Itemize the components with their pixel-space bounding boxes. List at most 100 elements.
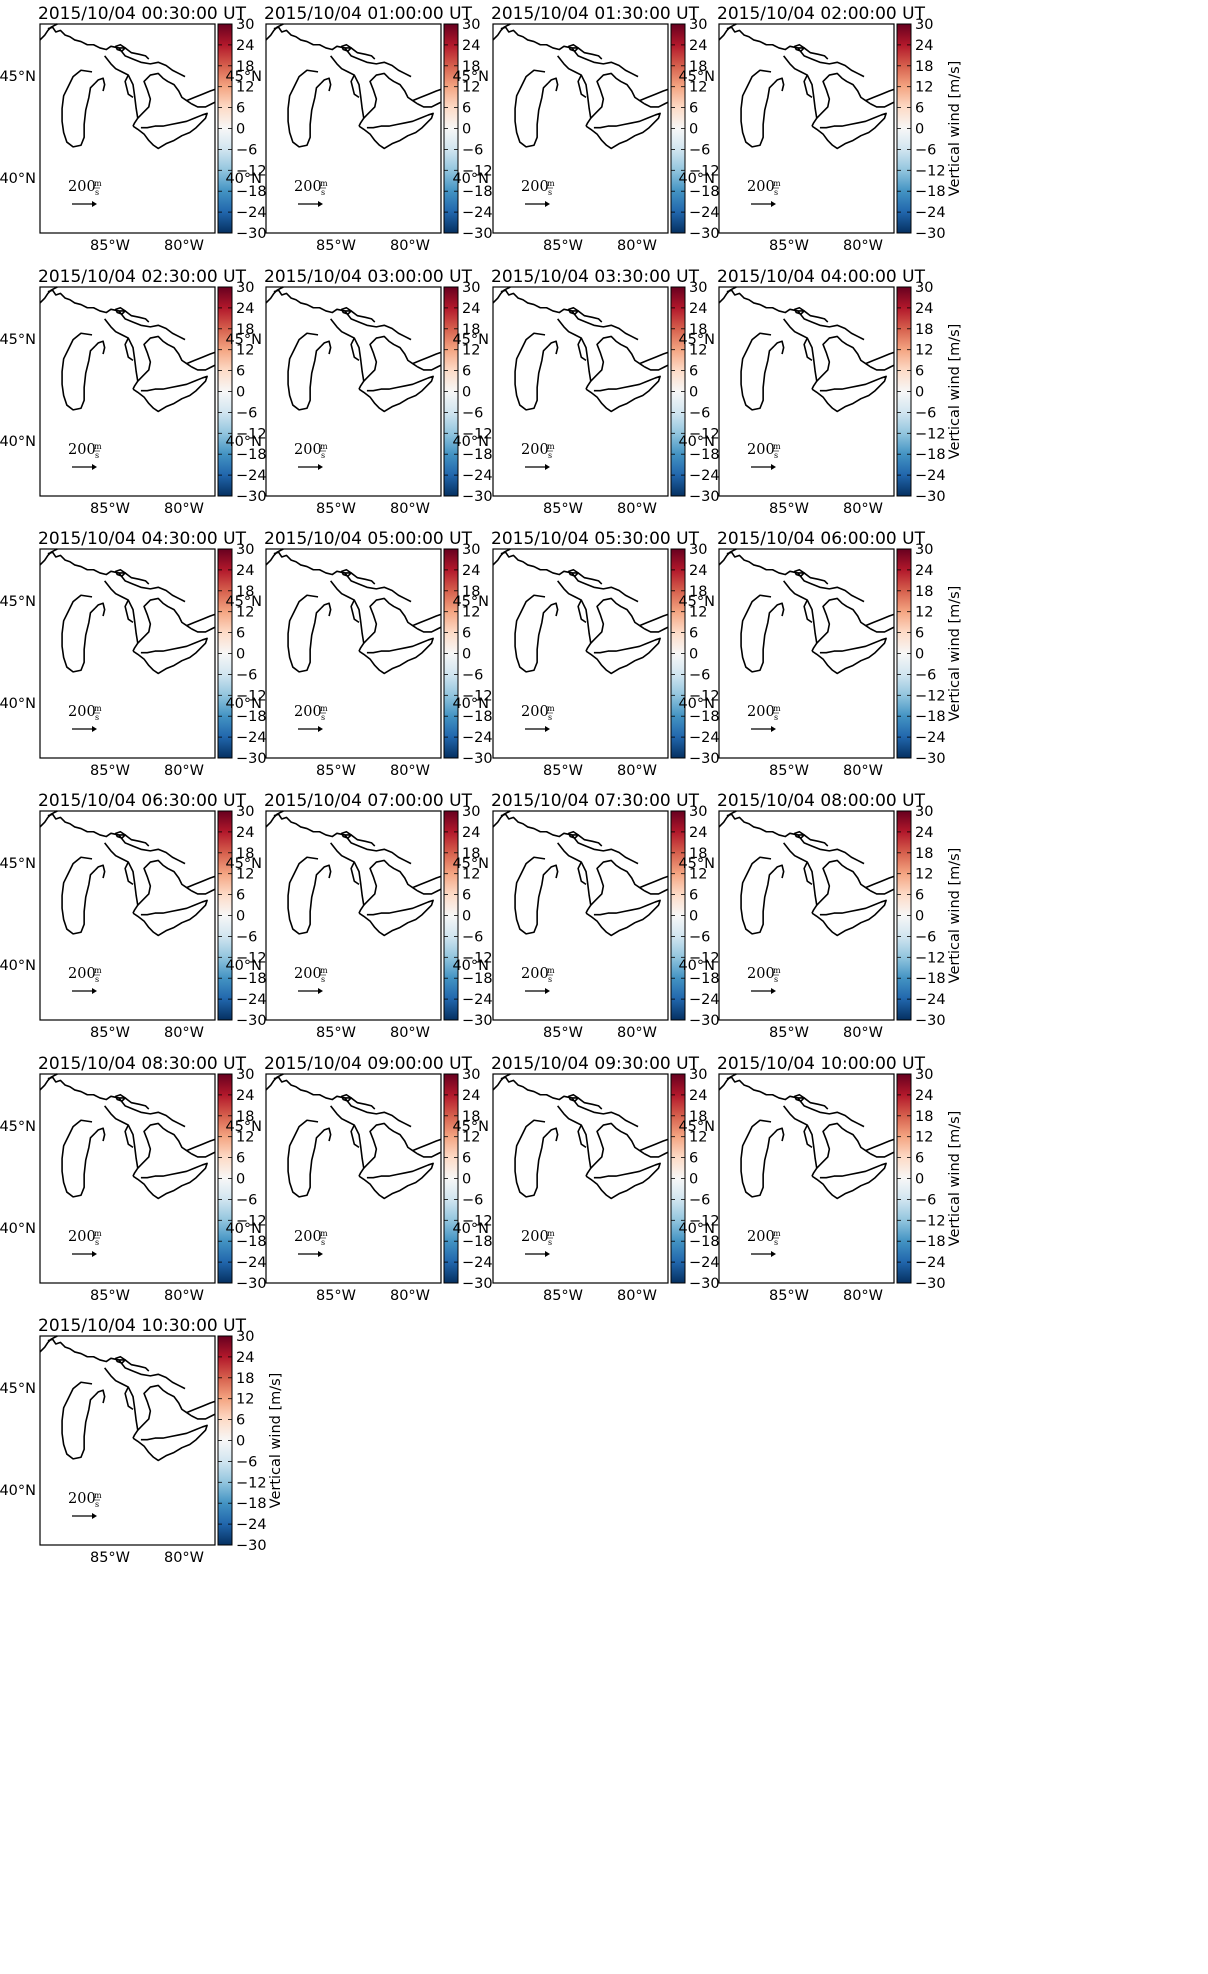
colorbar-tick-label: 12: [236, 1392, 254, 1408]
lon-tick-label: 80°W: [164, 763, 204, 779]
coastline: [359, 118, 364, 126]
colorbar-tick-label: 0: [915, 909, 924, 925]
coastline: [644, 365, 668, 370]
colorbar-tick-label: 30: [462, 804, 480, 820]
colorbar-tick-label: 18: [915, 59, 933, 75]
reference-arrow-label: 200: [68, 704, 96, 720]
lat-tick-label: 40°N: [225, 1221, 262, 1237]
coastline: [727, 814, 828, 846]
reference-arrow-unit-denominator: s: [774, 975, 778, 984]
lat-tick-label: 40°N: [452, 958, 489, 974]
panel-title: 2015/10/04 05:30:00 UT: [491, 529, 700, 549]
coastline-group: [266, 1074, 441, 1198]
reference-arrow-unit-denominator: s: [774, 451, 778, 460]
colorbar-tick-label: −12: [462, 426, 493, 442]
coastline: [321, 865, 330, 878]
colorbar-tick-label: 30: [915, 1067, 933, 1083]
map-frame: [39, 548, 216, 759]
reference-arrow-unit-denominator: s: [548, 975, 552, 984]
colorbar-tick-label: 30: [236, 542, 254, 558]
map-frame: [492, 23, 669, 234]
panel-title: 2015/10/04 07:00:00 UT: [264, 791, 473, 811]
colorbar-tick-label: −6: [462, 667, 483, 683]
coastline: [569, 832, 578, 838]
coastline: [105, 56, 192, 118]
colorbar-tick-label: −12: [236, 163, 267, 179]
lon-tick-label: 80°W: [164, 501, 204, 517]
coastline: [331, 1106, 418, 1168]
lat-tick-label: 40°N: [0, 434, 36, 450]
colorbar-tick-label: 24: [462, 563, 480, 579]
lat-tick-label: 40°N: [225, 958, 262, 974]
colorbar-tick-label: 12: [915, 343, 933, 359]
coastline: [774, 1128, 783, 1141]
colorbar-tick-label: 6: [236, 1151, 245, 1167]
coastline: [866, 1139, 894, 1150]
reference-arrow-unit-numerator: m: [773, 704, 781, 713]
coastline: [359, 1163, 433, 1198]
coastline: [798, 573, 864, 602]
lat-tick-label: 45°N: [678, 594, 715, 610]
lat-tick-label: 40°N: [452, 696, 489, 712]
coastline-group: [493, 1074, 668, 1198]
colorbar-tick-label: −30: [915, 226, 946, 242]
coastline: [288, 70, 321, 147]
reference-arrow-unit-denominator: s: [321, 451, 325, 460]
coastline: [586, 376, 660, 411]
lat-tick-label: 45°N: [225, 69, 262, 85]
coastline: [644, 627, 668, 632]
reference-arrow-unit-numerator: m: [320, 704, 328, 713]
lon-tick-label: 80°W: [843, 1288, 883, 1304]
map-panel: 2015/10/04 04:30:00 UT 45°N 40°N 85°W 80°W 20…: [0, 529, 284, 779]
coastline: [870, 102, 894, 107]
colorbar-tick-label: 24: [462, 825, 480, 841]
coastline: [191, 627, 215, 632]
coastline: [798, 835, 864, 864]
map-frame: [265, 286, 442, 497]
coastline: [578, 1125, 586, 1147]
reference-arrow-label: 200: [747, 442, 775, 458]
coastline: [795, 832, 804, 838]
coastline: [727, 552, 828, 584]
colorbar-tick-label: 0: [236, 385, 245, 401]
colorbar-tick-label: −6: [236, 929, 257, 945]
reference-arrow-head: [545, 464, 550, 470]
coastline-group: [719, 287, 894, 411]
panel-title: 2015/10/04 04:00:00 UT: [717, 267, 926, 287]
colorbar-tick-label: −18: [236, 1234, 267, 1250]
reference-arrow-unit-denominator: s: [321, 188, 325, 197]
coastline: [774, 865, 783, 878]
reference-arrow-label: 200: [747, 179, 775, 195]
reference-arrow-head: [92, 726, 97, 732]
coastline: [321, 603, 330, 616]
lon-tick-label: 80°W: [843, 501, 883, 517]
colorbar-tick-label: 12: [689, 1130, 707, 1146]
lat-tick-label: 45°N: [225, 856, 262, 872]
colorbar-tick-label: 6: [689, 1151, 698, 1167]
colorbar-tick-label: −30: [689, 226, 720, 242]
coastline: [501, 1077, 602, 1109]
colorbar-tick-label: 24: [915, 301, 933, 317]
reference-arrow-unit-denominator: s: [95, 451, 99, 460]
colorbar-tick-label: −12: [236, 426, 267, 442]
colorbar-tick-label: −24: [915, 205, 946, 221]
colorbar-tick-label: 24: [689, 825, 707, 841]
lat-tick-label: 45°N: [225, 1119, 262, 1135]
reference-arrow-unit-denominator: s: [548, 451, 552, 460]
reference-arrow-head: [771, 988, 776, 994]
coastline: [640, 876, 668, 887]
colorbar-tick-label: −6: [689, 142, 710, 158]
reference-arrow-head: [318, 464, 323, 470]
reference-arrow-unit-numerator: m: [320, 966, 328, 975]
coastline: [342, 832, 351, 838]
colorbar-tick-label: 6: [462, 1151, 471, 1167]
reference-arrow-unit-denominator: s: [774, 713, 778, 722]
colorbar-tick-label: 24: [236, 563, 254, 579]
colorbar-tick-label: −12: [915, 950, 946, 966]
coastline: [119, 48, 185, 77]
reference-arrow-label: 200: [68, 1491, 96, 1507]
coastline: [274, 1077, 375, 1109]
reference-arrow-label: 200: [294, 179, 322, 195]
coastline: [359, 643, 364, 651]
coastline: [345, 1098, 411, 1127]
